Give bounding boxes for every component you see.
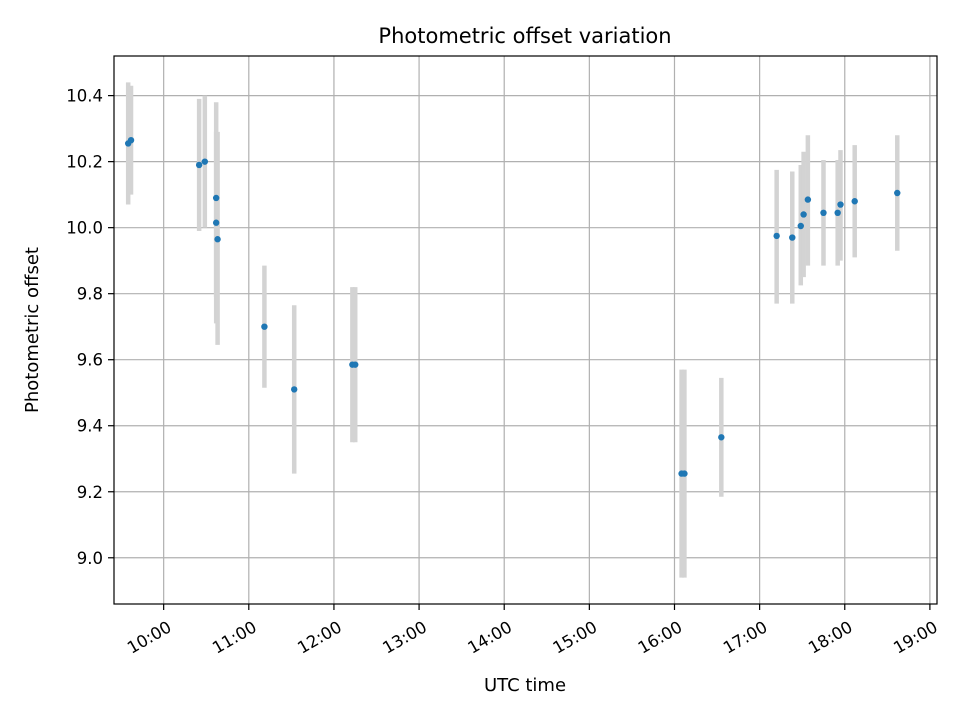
data-point: [201, 158, 209, 165]
x-axis-label: UTC time: [484, 675, 566, 696]
y-tick-label: 10.4: [66, 87, 103, 106]
data-point: [127, 136, 135, 144]
y-axis-label: Photometric offset: [22, 247, 43, 413]
error-bars: [125, 82, 900, 578]
y-tick-label: 9.6: [77, 351, 103, 370]
x-tick-label: 10:00: [124, 617, 175, 657]
data-point: [837, 201, 844, 208]
y-tick-label: 9.0: [77, 549, 103, 568]
x-tick-label: 17:00: [720, 617, 771, 657]
x-tick-label: 19:00: [890, 617, 941, 657]
y-tick-label: 10.0: [66, 219, 103, 238]
x-tick-label: 13:00: [379, 617, 430, 657]
x-tick-label: 12:00: [294, 617, 345, 657]
y-tick-label: 10.2: [66, 153, 103, 172]
data-point: [261, 323, 268, 330]
data-point: [214, 236, 221, 243]
x-tick-label: 14:00: [465, 617, 516, 657]
data-point: [834, 209, 841, 217]
x-tick-label: 16:00: [635, 617, 686, 657]
data-point: [212, 194, 220, 202]
data-point: [291, 386, 298, 393]
y-tick-label: 9.4: [77, 417, 103, 436]
data-point: [800, 211, 807, 218]
x-tick-label: 11:00: [209, 617, 260, 657]
data-point: [681, 470, 688, 477]
plot-frame: [113, 55, 938, 605]
data-points: [124, 136, 901, 477]
grid: [114, 56, 937, 604]
data-point: [820, 209, 827, 217]
data-point: [212, 219, 220, 226]
data-point: [804, 196, 812, 203]
chart-title: Photometric offset variation: [378, 24, 671, 48]
y-tick-label: 9.8: [77, 285, 103, 304]
data-point: [773, 232, 780, 240]
data-point: [797, 222, 804, 230]
data-point: [718, 434, 725, 441]
data-point: [195, 161, 203, 169]
data-point: [851, 198, 858, 205]
x-tick-label: 18:00: [805, 617, 856, 657]
data-point: [789, 234, 796, 241]
data-point: [352, 361, 359, 368]
x-tick-label: 15:00: [550, 617, 601, 657]
data-point: [894, 189, 901, 197]
y-tick-label: 9.2: [77, 483, 103, 502]
